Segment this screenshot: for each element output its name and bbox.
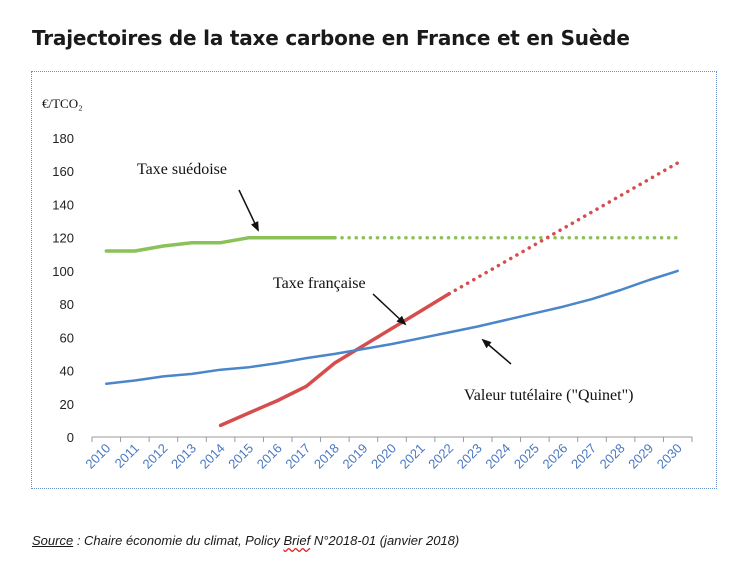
y-tick-label: 60 [60, 330, 74, 345]
x-tick-label: 2021 [397, 441, 428, 472]
x-tick-label: 2027 [568, 441, 599, 472]
x-tick-label: 2020 [368, 441, 399, 472]
source-brief-word: Brief [283, 533, 311, 548]
annotation-arrow [372, 293, 407, 326]
x-tick-label: 2012 [139, 441, 170, 472]
y-tick-label: 20 [60, 397, 74, 412]
annotation-label: Taxe française [273, 275, 366, 292]
y-tick-label: 100 [52, 264, 74, 279]
x-tick-label: 2023 [454, 441, 485, 472]
x-tick-label: 2016 [254, 441, 285, 472]
source-label: Source [32, 533, 74, 548]
x-tick-label: 2029 [625, 441, 656, 472]
x-tick-label: 2030 [654, 441, 685, 472]
y-tick-label: 80 [60, 297, 74, 312]
french-tax-projection-line [447, 161, 680, 296]
swedish-tax-line [104, 235, 337, 253]
y-tick-label: 0 [67, 430, 74, 445]
x-tick-label: 2028 [597, 441, 628, 472]
x-tick-label: 2014 [197, 441, 228, 472]
x-tick-label: 2011 [112, 441, 142, 471]
y-tick-label: 160 [52, 164, 74, 179]
y-tick-label: 40 [60, 364, 74, 379]
x-tick-label: 2025 [511, 441, 542, 472]
source-text-a: : Chaire économie du climat, Policy [73, 533, 284, 548]
annotation-label: Valeur tutélaire ("Quinet") [464, 387, 633, 404]
x-tick-label: 2018 [311, 441, 342, 472]
x-tick-label: 2015 [225, 441, 256, 472]
x-tick-label: 2022 [425, 441, 456, 472]
x-tick-label: 2024 [482, 441, 513, 472]
x-tick-label: 2017 [282, 441, 313, 472]
y-tick-label: 120 [52, 231, 74, 246]
x-tick-label: 2010 [82, 441, 113, 472]
carbon-tax-line-chart: €/TCO₂0204060801001201401601802010201120… [42, 96, 693, 472]
x-tick-label: 2019 [339, 441, 370, 472]
x-tick-label: 2013 [168, 441, 199, 472]
x-tick-label: 2026 [539, 441, 570, 472]
french-tax-line [218, 292, 451, 428]
annotation-arrow [481, 338, 512, 365]
shadow-value-line [105, 269, 679, 386]
page-title: Trajectoires de la taxe carbone en Franc… [32, 26, 630, 50]
annotation-label: Taxe suédoise [137, 161, 227, 178]
annotation-arrow [238, 189, 259, 232]
source-note: Source : Chaire économie du climat, Poli… [32, 533, 459, 548]
y-axis-unit-label: €/TCO₂ [42, 96, 83, 111]
y-tick-label: 140 [52, 197, 74, 212]
chart-frame: €/TCO₂ 0 20 40 60 80 100 120 140 160 180 2010 2011 20… [31, 71, 717, 489]
source-text-b: N°2018-01 (janvier 2018) [310, 533, 460, 548]
y-tick-label: 180 [52, 131, 74, 146]
